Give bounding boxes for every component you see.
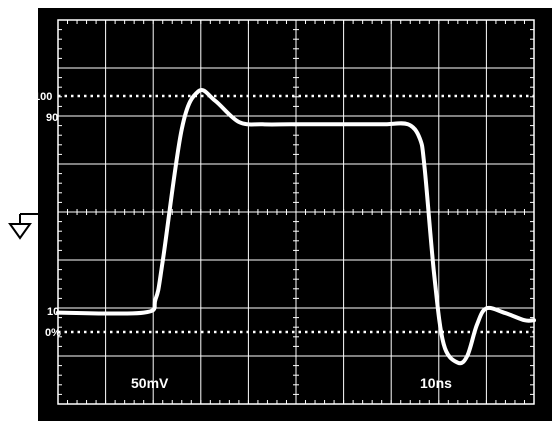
screen-background bbox=[38, 8, 552, 421]
label-10: 10 bbox=[47, 306, 59, 318]
ground-marker-icon bbox=[8, 213, 38, 240]
label-0-percent: 0% bbox=[45, 327, 61, 339]
volts-per-division: 50mV bbox=[131, 375, 169, 391]
label-90: 90 bbox=[46, 112, 58, 124]
time-per-division: 10ns bbox=[420, 375, 452, 391]
waveform-trace bbox=[56, 88, 536, 366]
label-100: 100 bbox=[34, 91, 52, 103]
